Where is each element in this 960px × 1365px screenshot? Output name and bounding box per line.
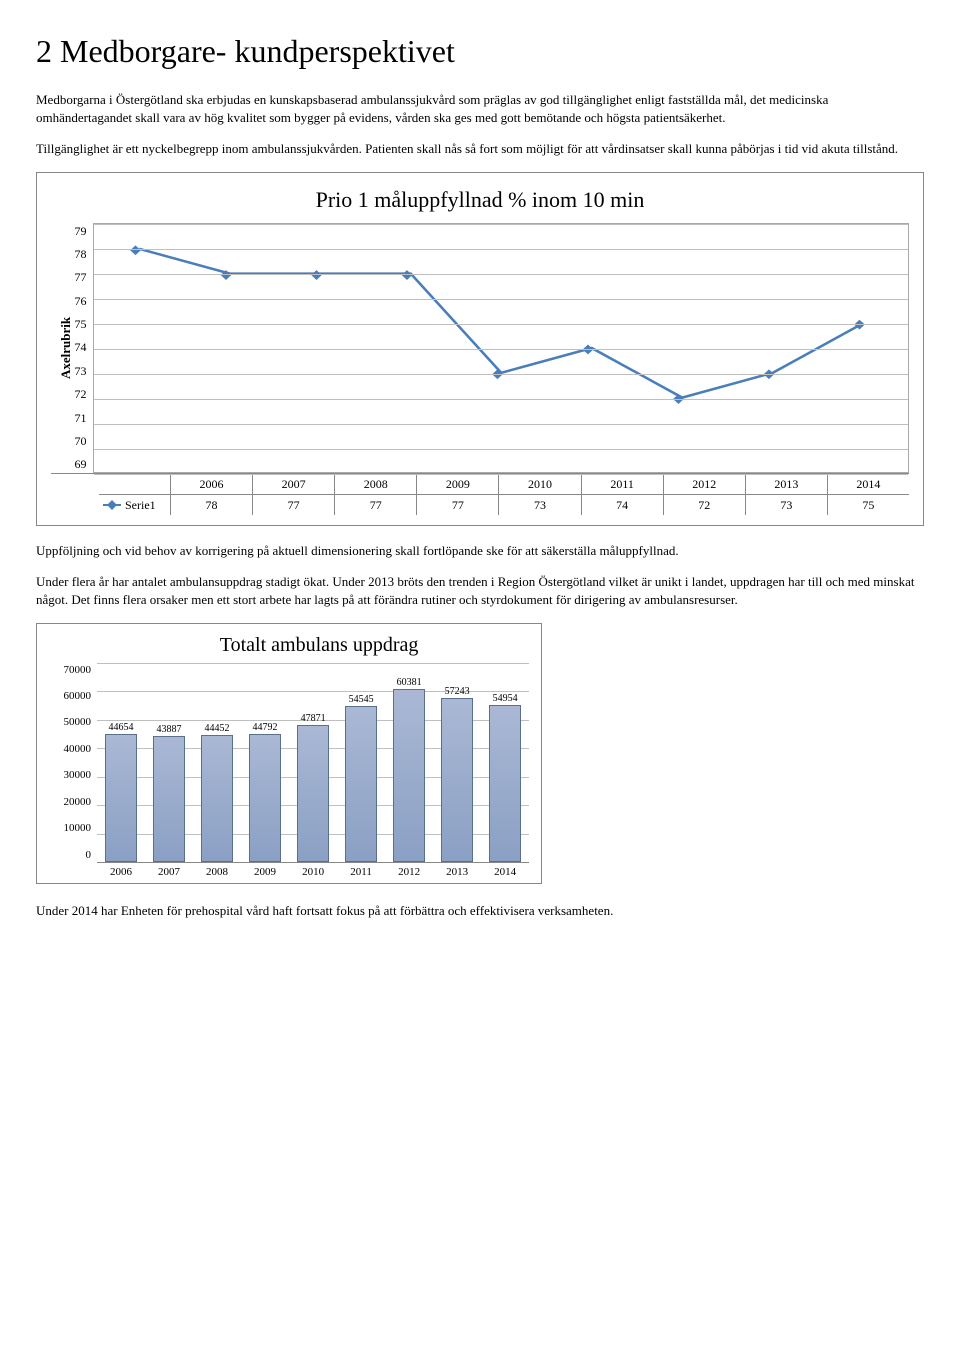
bar-xaxis-label: 2009 (241, 863, 289, 880)
bar-chart-plot: 44654 43887 44452 44792 47871 54545 60381 57243… (97, 663, 529, 863)
table-year-cell: 2006 (171, 474, 253, 494)
paragraph-3: Uppföljning och vid behov av korrigering… (36, 542, 924, 560)
bar: 57243 (441, 698, 474, 862)
ytick-label: 10000 (49, 821, 91, 836)
page-heading: 2 Medborgare- kundperspektivet (36, 30, 924, 73)
bar-xaxis-label: 2014 (481, 863, 529, 880)
paragraph-4: Under flera år har antalet ambulansuppdr… (36, 573, 924, 608)
bar-xaxis-label: 2013 (433, 863, 481, 880)
ytick-label: 20000 (49, 795, 91, 810)
bar: 60381 (393, 689, 426, 862)
table-year-cell: 2009 (417, 474, 499, 494)
bar: 44452 (201, 735, 234, 862)
ytick-label: 78 (75, 246, 87, 262)
table-year-cell: 2014 (828, 474, 909, 494)
legend-marker-icon (103, 500, 121, 510)
ytick-label: 74 (75, 339, 87, 355)
ytick-label: 70 (75, 433, 87, 449)
bar: 54954 (489, 705, 522, 862)
line-chart-ylabel: Axelrubrik (51, 223, 75, 473)
paragraph-2: Tillgänglighet är ett nyckelbegrepp inom… (36, 140, 924, 158)
table-value-cell: 75 (828, 495, 909, 515)
table-value-cell: 73 (499, 495, 581, 515)
bar-value-label: 44792 (253, 721, 278, 735)
table-value-cell: 73 (746, 495, 828, 515)
ytick-label: 40000 (49, 742, 91, 757)
line-chart-data-table: 200620072008200920102011201220132014 Ser… (51, 473, 909, 515)
bar-value-label: 54954 (493, 692, 518, 706)
table-value-cell: 77 (335, 495, 417, 515)
bar-xaxis-label: 2010 (289, 863, 337, 880)
bar-value-label: 57243 (445, 685, 470, 699)
table-year-cell: 2011 (582, 474, 664, 494)
bar-chart-title: Totalt ambulans uppdrag (109, 632, 529, 659)
bar: 44792 (249, 734, 282, 862)
table-year-cell: 2013 (746, 474, 828, 494)
ytick-label: 0 (49, 848, 91, 863)
table-value-cell: 77 (253, 495, 335, 515)
bar: 44654 (105, 734, 138, 862)
series-legend: Serie1 (99, 495, 171, 515)
table-year-cell: 2012 (664, 474, 746, 494)
paragraph-5: Under 2014 har Enheten för prehospital v… (36, 902, 924, 920)
bar-xaxis-label: 2012 (385, 863, 433, 880)
table-value-cell: 72 (664, 495, 746, 515)
ytick-label: 30000 (49, 768, 91, 783)
line-chart-container: Prio 1 måluppfyllnad % inom 10 min Axelr… (36, 172, 924, 526)
bar-value-label: 54545 (349, 693, 374, 707)
table-value-cell: 74 (582, 495, 664, 515)
bar-xaxis-label: 2007 (145, 863, 193, 880)
ytick-label: 75 (75, 316, 87, 332)
paragraph-1: Medborgarna i Östergötland ska erbjudas … (36, 91, 924, 126)
ytick-label: 70000 (49, 663, 91, 678)
ytick-label: 60000 (49, 689, 91, 704)
line-chart-title: Prio 1 måluppfyllnad % inom 10 min (51, 185, 909, 215)
ytick-label: 71 (75, 410, 87, 426)
bar: 47871 (297, 725, 330, 862)
bar-value-label: 43887 (157, 723, 182, 737)
bar: 54545 (345, 706, 378, 862)
table-year-cell: 2010 (499, 474, 581, 494)
bar-value-label: 60381 (397, 676, 422, 690)
bar-chart-container: Totalt ambulans uppdrag 70000 60000 50000 4… (36, 623, 542, 885)
ytick-label: 79 (75, 223, 87, 239)
line-chart-yticks: 79 78 77 76 75 74 73 72 71 70 69 (75, 223, 93, 473)
bar-chart-xaxis: 200620072008200920102011201220132014 (97, 863, 529, 880)
table-value-cell: 78 (171, 495, 253, 515)
ytick-label: 77 (75, 269, 87, 285)
ytick-label: 69 (75, 456, 87, 472)
bar-value-label: 44452 (205, 722, 230, 736)
bar-value-label: 44654 (109, 721, 134, 735)
bar-xaxis-label: 2008 (193, 863, 241, 880)
table-year-cell: 2007 (253, 474, 335, 494)
table-value-cell: 77 (417, 495, 499, 515)
bar-chart-yticks: 70000 60000 50000 40000 30000 20000 10000 0 (49, 663, 97, 863)
line-chart-plot (93, 223, 909, 473)
ytick-label: 50000 (49, 715, 91, 730)
ytick-label: 76 (75, 293, 87, 309)
table-blank-hdr (99, 474, 171, 494)
series-label: Serie1 (125, 497, 156, 513)
ytick-label: 72 (75, 386, 87, 402)
table-year-cell: 2008 (335, 474, 417, 494)
bar-xaxis-label: 2011 (337, 863, 385, 880)
ytick-label: 73 (75, 363, 87, 379)
bar-xaxis-label: 2006 (97, 863, 145, 880)
bar: 43887 (153, 736, 186, 861)
bar-value-label: 47871 (301, 712, 326, 726)
